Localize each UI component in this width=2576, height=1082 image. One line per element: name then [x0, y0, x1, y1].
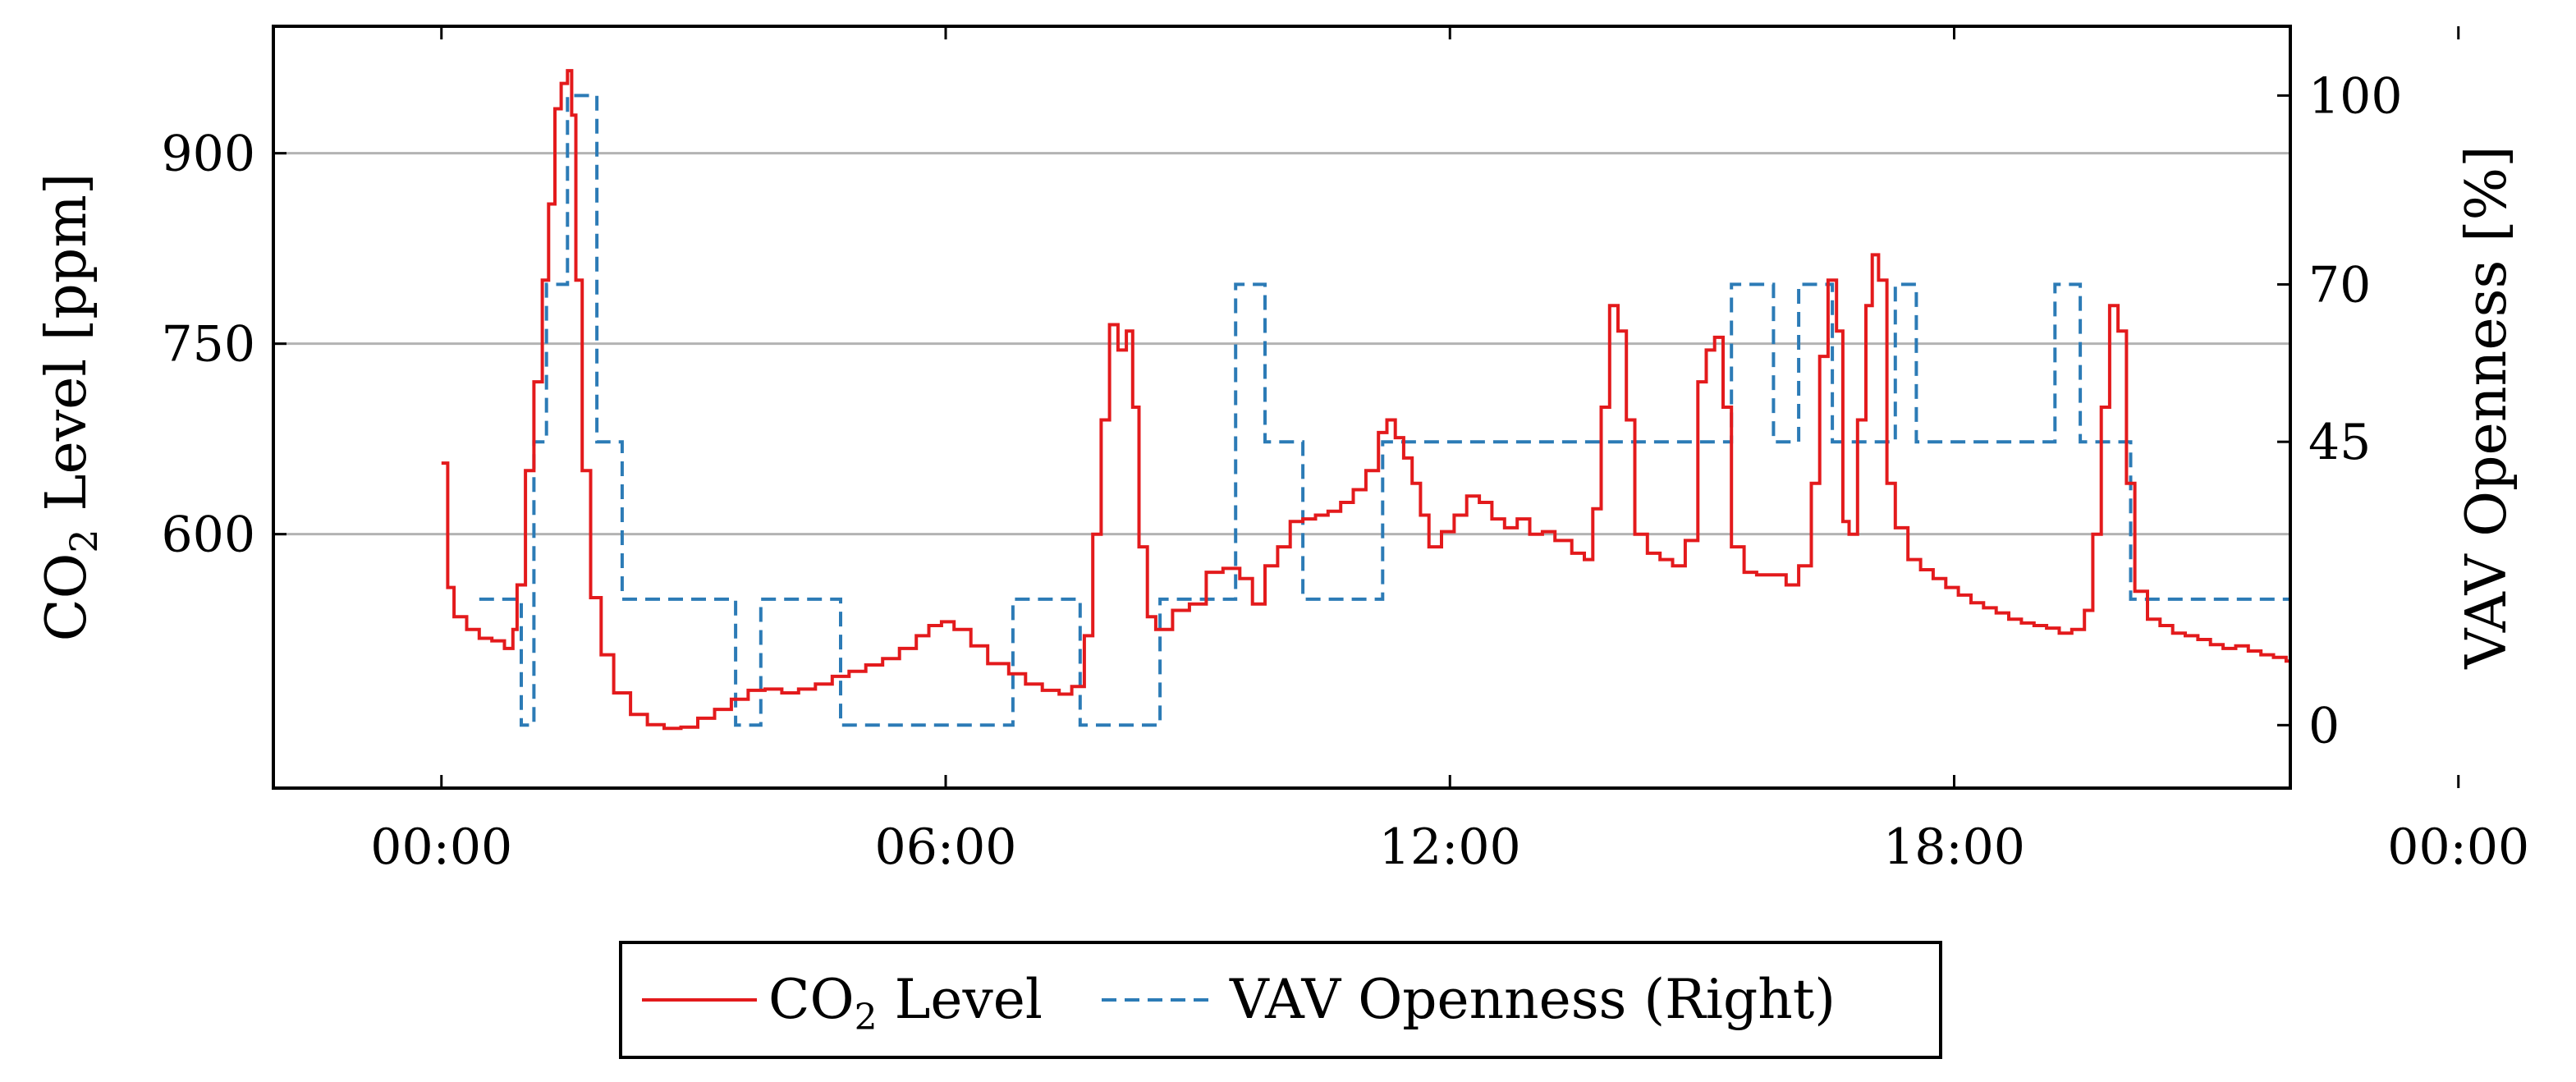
plot-frame: [272, 25, 2292, 790]
co2-level-line: [441, 69, 2290, 731]
legend: CO2 Level VAV Openness (Right): [619, 941, 1942, 1059]
vav-series-group: [479, 94, 2290, 727]
x-tick-label: 12:00: [1379, 818, 1521, 876]
right-tick-label: 100: [2308, 67, 2403, 125]
left-axis-title: CO2 Level [ppm]: [34, 173, 106, 642]
x-tick-label: 00:00: [370, 818, 512, 876]
grid-lines: [273, 152, 2290, 536]
right-axis: 0 45 70 100: [2277, 67, 2403, 754]
x-tick-label: 18:00: [1883, 818, 2025, 876]
x-tick-label: 06:00: [875, 818, 1017, 876]
x-axis: 00:00 06:00 12:00 18:00 00:00: [370, 26, 2529, 876]
co2-series-group: [441, 69, 2290, 731]
x-tick-label: 00:00: [2387, 818, 2529, 876]
left-axis: 600 750 900: [161, 126, 286, 564]
legend-box: [619, 941, 1942, 1059]
right-tick-label: 0: [2308, 697, 2340, 754]
right-tick-label: 45: [2308, 414, 2371, 471]
legend-co2-label: CO2 Level: [768, 968, 1043, 1038]
left-tick-label: 600: [161, 507, 255, 564]
vav-openness-line: [479, 94, 2290, 727]
right-tick-label: 70: [2308, 256, 2371, 314]
left-tick-label: 900: [161, 126, 255, 183]
legend-vav-label: VAV Openness (Right): [1229, 968, 1836, 1031]
left-tick-label: 750: [161, 316, 255, 374]
right-axis-title: VAV Openness [%]: [2455, 145, 2519, 669]
